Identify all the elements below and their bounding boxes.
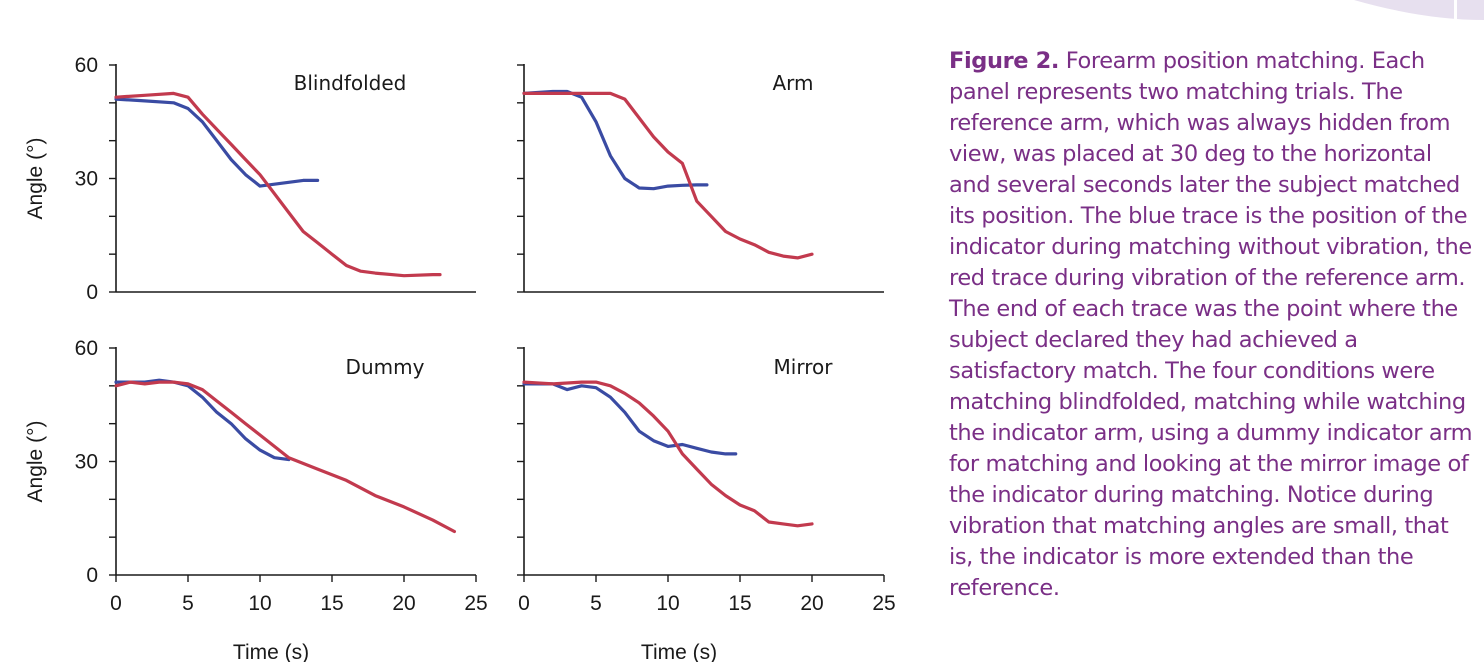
x-tick-label: 15 bbox=[320, 592, 343, 615]
chart-panel-4: 0 5 10 15 20 25 Time (s) Mirror bbox=[517, 347, 896, 662]
panel-title: Arm bbox=[772, 71, 813, 95]
y-tick-label: 0 bbox=[86, 281, 98, 304]
caption-body: Forearm position matching. Each panel re… bbox=[949, 48, 1473, 601]
chart-panel-1: 0 30 60 Angle (°) Blindfolded bbox=[24, 54, 476, 304]
x-axis-label: Time (s) bbox=[641, 641, 717, 662]
x-tick-label: 10 bbox=[248, 592, 271, 615]
x-tick-label: 25 bbox=[464, 592, 487, 615]
y-tick-label: 60 bbox=[75, 337, 98, 360]
x-tick-label: 0 bbox=[110, 592, 122, 615]
red-trace bbox=[522, 91, 814, 260]
y-axis-label: Angle (°) bbox=[24, 421, 47, 503]
x-tick-label: 0 bbox=[518, 592, 530, 615]
corner-decoration bbox=[1354, 0, 1484, 20]
y-tick-label: 60 bbox=[75, 54, 98, 77]
chart-panel-3: 0 5 10 15 20 25 0 30 60 Angle (°) Time (s) Dummy bbox=[24, 337, 488, 662]
blue-trace bbox=[522, 89, 709, 191]
x-tick-label: 15 bbox=[728, 592, 751, 615]
x-axis-label: Time (s) bbox=[233, 641, 309, 662]
y-axis-label: Angle (°) bbox=[24, 138, 47, 220]
red-trace bbox=[114, 91, 442, 278]
panel-title: Dummy bbox=[346, 355, 425, 379]
panel-title: Blindfolded bbox=[294, 71, 407, 95]
x-tick-label: 5 bbox=[182, 592, 194, 615]
y-tick-label: 30 bbox=[75, 451, 98, 474]
blue-trace bbox=[114, 378, 291, 462]
y-tick-label: 30 bbox=[75, 168, 98, 191]
blue-trace bbox=[114, 97, 320, 188]
figure-charts: 0 30 60 Angle (°) Blindfolded Arm 0 5 10 15 20 25 0 3… bbox=[24, 54, 896, 662]
panel-title: Mirror bbox=[774, 355, 834, 379]
x-tick-label: 20 bbox=[800, 592, 823, 615]
x-tick-label: 10 bbox=[656, 592, 679, 615]
red-trace bbox=[522, 380, 814, 528]
figure-caption: Figure 2. Forearm position matching. Eac… bbox=[949, 46, 1477, 604]
y-tick-label: 0 bbox=[86, 564, 98, 587]
blue-trace bbox=[522, 382, 738, 456]
caption-lead: Figure 2. bbox=[949, 48, 1059, 74]
chart-panel-2: Arm bbox=[517, 64, 884, 293]
x-tick-label: 20 bbox=[392, 592, 415, 615]
x-tick-label: 5 bbox=[590, 592, 602, 615]
x-tick-label: 25 bbox=[872, 592, 895, 615]
red-trace bbox=[114, 380, 456, 534]
